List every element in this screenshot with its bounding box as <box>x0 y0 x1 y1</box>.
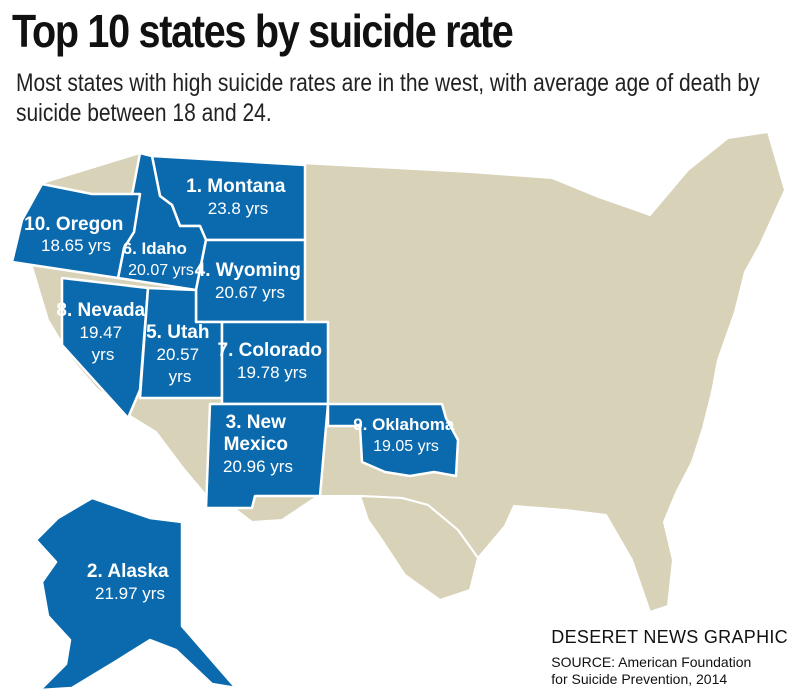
utah-age: 20.57 <box>157 345 200 364</box>
nevada-name: 8. Nevada <box>56 300 145 321</box>
utah-age-unit: yrs <box>169 367 192 386</box>
map-subtitle: Most states with high suicide rates are … <box>16 69 760 127</box>
wyoming-name: 4. Wyoming <box>195 260 301 281</box>
gulf-coast-land <box>359 495 479 601</box>
label-idaho: 6. Idaho 20.07 yrs <box>123 239 194 279</box>
state-oregon[interactable] <box>10 182 142 280</box>
label-montana: 1. Montana 23.8 yrs <box>186 176 290 218</box>
state-alaska[interactable] <box>34 496 238 692</box>
credit-block: DESERET NEWS GRAPHIC SOURCE: American Fo… <box>551 627 788 688</box>
source-line-1: SOURCE: American Foundation <box>551 654 752 670</box>
utah-name: 5. Utah <box>146 322 209 343</box>
graphic-credit: DESERET NEWS GRAPHIC <box>551 627 788 647</box>
label-oklahoma: 9. Oklahoma 19.05 yrs <box>353 415 459 455</box>
oklahoma-age: 19.05 yrs <box>373 438 439 455</box>
montana-age: 23.8 yrs <box>208 199 268 218</box>
colorado-name: 7. Colorado <box>218 340 323 361</box>
state-wyoming[interactable] <box>194 238 307 324</box>
wyoming-age: 20.67 yrs <box>215 283 285 302</box>
new-mexico-name-2: Mexico <box>224 434 288 455</box>
oregon-age: 18.65 yrs <box>41 236 111 255</box>
state-oklahoma[interactable] <box>326 402 460 478</box>
state-nevada[interactable] <box>60 276 150 420</box>
alaska-age: 21.97 yrs <box>95 584 165 603</box>
idaho-age: 20.07 yrs <box>128 262 194 279</box>
map-title: Top 10 states by suicide rate <box>12 5 514 57</box>
label-utah: 5. Utah 20.57 yrs <box>146 322 214 386</box>
montana-name: 1. Montana <box>186 176 286 197</box>
nevada-age-unit: yrs <box>92 345 115 364</box>
label-wyoming: 4. Wyoming 20.67 yrs <box>195 260 306 302</box>
nevada-age: 19.47 <box>80 323 123 342</box>
new-mexico-name: 3. New <box>226 412 286 433</box>
colorado-age: 19.78 yrs <box>237 363 307 382</box>
label-oregon: 10. Oregon 18.65 yrs <box>24 214 128 255</box>
label-colorado: 7. Colorado 19.78 yrs <box>218 340 327 382</box>
label-alaska: 2. Alaska 21.97 yrs <box>87 561 173 603</box>
label-new-mexico: 3. New Mexico 20.96 yrs <box>223 412 293 476</box>
oklahoma-name: 9. Oklahoma <box>353 415 455 434</box>
alaska-name: 2. Alaska <box>87 561 169 582</box>
idaho-name: 6. Idaho <box>123 239 187 258</box>
new-mexico-age: 20.96 yrs <box>223 457 293 476</box>
source-line-2: for Suicide Prevention, 2014 <box>551 671 728 687</box>
oregon-name: 10. Oregon <box>24 214 123 235</box>
label-nevada: 8. Nevada 19.47 yrs <box>56 300 149 364</box>
